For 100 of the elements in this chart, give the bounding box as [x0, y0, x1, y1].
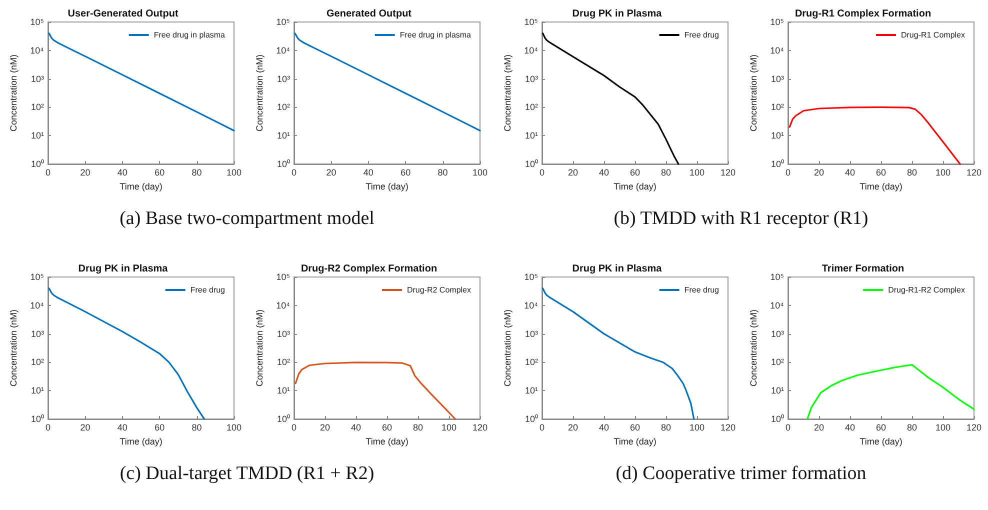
x-tick-label: 0	[785, 422, 791, 432]
y-axis-title: Concentration (nM)	[748, 54, 758, 132]
x-tick-label: 80	[192, 422, 202, 432]
x-tick-label: 100	[935, 168, 951, 178]
x-tick-label: 60	[876, 168, 886, 178]
x-tick-label: 0	[539, 168, 545, 178]
y-tick-label: 10¹	[276, 130, 290, 141]
legend-label: Free drug	[684, 286, 720, 294]
x-tick-label: 60	[154, 168, 165, 178]
y-tick-label: 10¹	[276, 386, 290, 396]
x-tick-label: 100	[689, 168, 705, 178]
y-tick-label: 10⁰	[770, 159, 784, 169]
line-series	[542, 32, 680, 165]
legend-label: Drug-R2 Complex	[406, 286, 472, 294]
x-tick-label: 20	[80, 422, 90, 432]
y-tick-label: 10²	[30, 102, 44, 112]
y-axis-title: Concentration (nM)	[254, 309, 264, 387]
y-tick-label: 10¹	[524, 130, 538, 141]
x-tick-label: 80	[906, 422, 918, 432]
y-tick-label: 10⁴	[30, 45, 44, 56]
chart-title: Drug PK in Plasma	[572, 264, 662, 274]
x-tick-label: 80	[438, 168, 448, 178]
y-tick-label: 10²	[770, 102, 784, 112]
y-tick-label: 10⁰	[524, 414, 538, 424]
y-tick-label: 10⁵	[276, 272, 290, 282]
x-axis-title: Time (day)	[120, 436, 162, 446]
y-tick-label: 10²	[524, 102, 538, 112]
x-tick-label: 0	[45, 168, 51, 178]
x-axis-title: Time (day)	[860, 436, 902, 446]
x-tick-label: 60	[876, 422, 886, 432]
y-tick-label: 10⁵	[30, 17, 44, 27]
chart-title: Generated Output	[326, 8, 412, 20]
y-tick-label: 10⁵	[524, 272, 538, 282]
y-tick-label: 10²	[524, 357, 538, 368]
legend-label: Free drug in plasma	[154, 30, 226, 40]
y-axis-title: Concentration (nM)	[502, 54, 512, 132]
y-tick-label: 10¹	[30, 386, 44, 396]
line-series	[788, 106, 961, 165]
y-tick-label: 10⁰	[524, 159, 538, 169]
x-tick-label: 20	[568, 168, 578, 178]
x-tick-label: 100	[472, 168, 488, 178]
legend-label: Drug-R1-R2 Complex	[888, 286, 966, 294]
line-series	[294, 362, 456, 420]
y-tick-label: 10²	[276, 102, 290, 112]
x-tick-label: 80	[412, 422, 424, 432]
y-tick-label: 10⁴	[770, 45, 784, 56]
y-tick-label: 10²	[770, 357, 784, 368]
line-series	[294, 32, 481, 132]
y-tick-label: 10⁵	[770, 272, 784, 282]
x-tick-label: 0	[45, 422, 51, 432]
y-tick-label: 10⁰	[276, 414, 290, 424]
x-tick-label: 100	[226, 168, 242, 178]
legend-label: Free drug in plasma	[400, 30, 472, 40]
x-tick-label: 60	[630, 422, 640, 432]
y-tick-label: 10¹	[30, 130, 44, 141]
text: (d) Cooperative trimer formation	[614, 463, 868, 485]
x-tick-label: 80	[660, 422, 672, 432]
legend-label: Free drug	[190, 286, 226, 294]
x-tick-label: 40	[350, 422, 362, 432]
x-tick-label: 0	[539, 422, 545, 432]
y-tick-label: 10⁰	[276, 159, 290, 169]
x-tick-label: 20	[320, 422, 330, 432]
x-tick-label: 40	[598, 422, 610, 432]
x-tick-label: 120	[720, 168, 736, 178]
x-tick-label: 60	[382, 422, 392, 432]
x-tick-label: 100	[689, 422, 705, 432]
text: (b) TMDD with R1 receptor (R1)	[612, 208, 870, 230]
y-tick-label: 10¹	[524, 386, 538, 396]
y-tick-label: 10²	[276, 357, 290, 368]
y-tick-label: 10¹	[770, 386, 784, 396]
chart-title: User-Generated Output	[68, 8, 179, 20]
y-axis-title: Concentration (nM)	[8, 54, 18, 132]
chart-title: Drug PK in Plasma	[572, 8, 662, 20]
x-tick-label: 60	[400, 168, 411, 178]
x-tick-label: 100	[935, 422, 951, 432]
x-tick-label: 0	[291, 422, 297, 432]
y-tick-label: 10⁰	[30, 159, 44, 169]
x-tick-label: 100	[441, 422, 457, 432]
y-tick-label: 10³	[524, 328, 538, 339]
text: (a) Base two-compartment model	[118, 208, 376, 230]
y-tick-label: 10³	[30, 328, 44, 339]
y-tick-label: 10⁰	[30, 414, 44, 424]
y-tick-label: 10⁴	[276, 45, 290, 56]
x-tick-label: 80	[660, 168, 672, 178]
y-tick-label: 10⁵	[524, 17, 538, 27]
x-tick-label: 0	[291, 168, 297, 178]
y-axis-title: Concentration (nM)	[748, 309, 758, 387]
y-tick-label: 10³	[770, 74, 784, 84]
legend-label: Drug-R1 Complex	[900, 30, 966, 40]
y-tick-label: 10²	[30, 357, 44, 368]
x-tick-label: 40	[844, 422, 856, 432]
x-axis-title: Time (day)	[614, 182, 656, 192]
x-tick-label: 80	[906, 168, 918, 178]
y-axis-title: Concentration (nM)	[8, 309, 18, 387]
y-tick-label: 10¹	[770, 130, 784, 141]
line-series	[48, 32, 235, 132]
y-tick-label: 10⁵	[30, 272, 44, 282]
x-axis-title: Time (day)	[614, 436, 656, 446]
chart-title: Trimer Formation	[822, 264, 904, 274]
y-tick-label: 10³	[30, 74, 44, 84]
